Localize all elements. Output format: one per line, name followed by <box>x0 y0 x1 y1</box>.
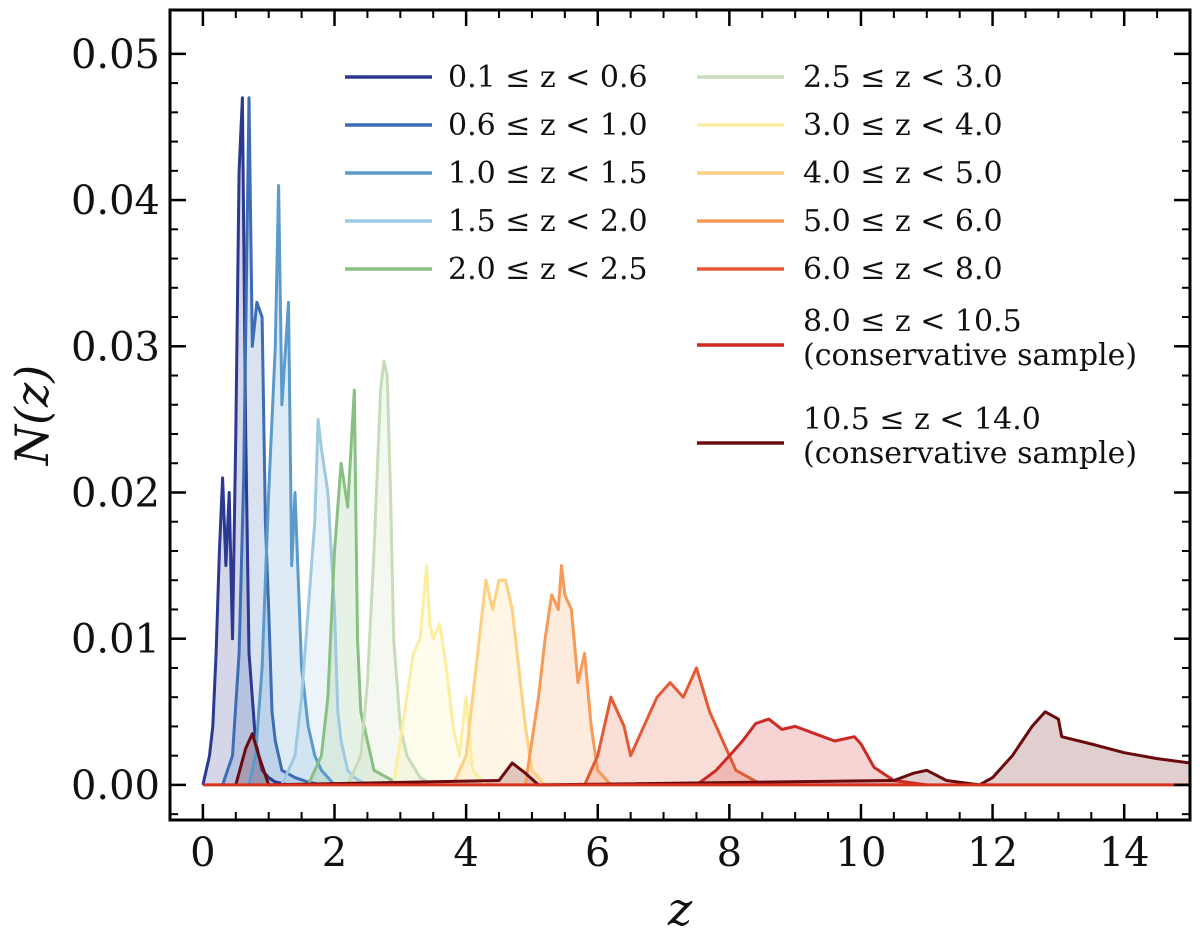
legend-note: (conservative sample) <box>803 436 1137 471</box>
series-line-6 <box>392 564 488 786</box>
series-area-10 <box>696 719 927 785</box>
series-line-2 <box>247 184 336 786</box>
series-lines <box>201 96 1191 787</box>
legend-label: 3.0 ≤ z < 4.0 <box>803 108 1003 143</box>
y-tick-labels: 0.00 0.01 0.02 0.03 0.04 0.05 <box>71 32 160 809</box>
series-line-9 <box>583 666 764 787</box>
series-area-9 <box>584 667 763 785</box>
series-line-10 <box>695 717 927 787</box>
axis-ticks <box>169 10 1191 820</box>
series-line-5 <box>346 359 434 787</box>
y-tick-label: 0.04 <box>71 178 160 224</box>
x-tick-label: 2 <box>322 830 347 876</box>
series-line-4 <box>306 388 402 787</box>
x-tick-label: 6 <box>585 830 610 876</box>
series-area-8 <box>525 565 611 785</box>
legend-label: 10.5 ≤ z < 14.0 <box>803 402 1041 437</box>
x-tick-label: 14 <box>1099 830 1150 876</box>
legend-note: (conservative sample) <box>803 338 1137 373</box>
series-line-7 <box>451 578 547 786</box>
y-tick-label: 0.02 <box>71 470 160 516</box>
legend: 0.1 ≤ z < 0.6 0.6 ≤ z < 1.0 1.0 ≤ z < 1.5 1… <box>345 60 1137 471</box>
legend-label: 2.0 ≤ z < 2.5 <box>448 252 648 287</box>
x-tick-label: 0 <box>190 830 215 876</box>
x-tick-label: 4 <box>453 830 478 876</box>
legend-label: 8.0 ≤ z < 10.5 <box>803 304 1022 339</box>
series-line-3 <box>280 417 369 787</box>
x-tick-label: 12 <box>967 830 1018 876</box>
x-tick-label: 8 <box>717 830 742 876</box>
y-tick-label: 0.05 <box>71 32 160 78</box>
x-axis-label: z <box>667 882 693 936</box>
legend-label: 1.5 ≤ z < 2.0 <box>448 204 648 239</box>
y-tick-label: 0.01 <box>71 617 160 663</box>
plot-frame <box>168 8 1192 822</box>
y-tick-label: 0.03 <box>71 324 160 370</box>
legend-label: 6.0 ≤ z < 8.0 <box>803 252 1003 287</box>
series-area-7 <box>453 580 546 785</box>
legend-label: 5.0 ≤ z < 6.0 <box>803 204 1003 239</box>
x-tick-label: 10 <box>836 830 887 876</box>
legend-label: 4.0 ≤ z < 5.0 <box>803 156 1003 191</box>
series-line-8 <box>523 564 613 786</box>
legend-label: 0.6 ≤ z < 1.0 <box>448 108 648 143</box>
y-tick-label: 0.00 <box>71 763 160 809</box>
y-axis-label: N(z) <box>5 365 59 466</box>
legend-label: 2.5 ≤ z < 3.0 <box>803 60 1003 95</box>
series-line-11 <box>234 710 1191 787</box>
legend-label: 0.1 ≤ z < 0.6 <box>448 60 648 95</box>
x-tick-labels: 0 2 4 6 8 10 12 14 <box>190 830 1149 876</box>
legend-label: 1.0 ≤ z < 1.5 <box>448 156 648 191</box>
series-area-4 <box>308 390 401 785</box>
series-area-11 <box>235 711 1191 785</box>
